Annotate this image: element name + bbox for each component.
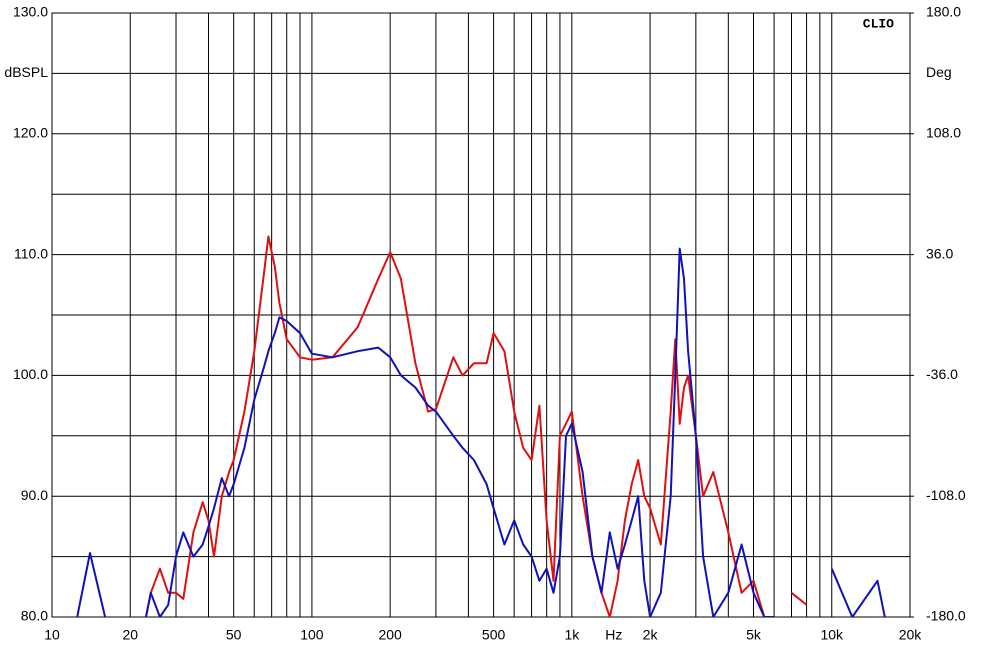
series-line (76, 247, 886, 617)
brand: CLIO (863, 16, 894, 31)
x-tick-label: 5k (746, 627, 762, 643)
y2-tick-label: 180.0 (926, 4, 961, 20)
y-tick-label: 110.0 (14, 245, 48, 261)
y-tick-label: 130.0 (13, 4, 48, 20)
y-axis-label: dBSPL (4, 64, 48, 80)
x-tick-label: 20k (899, 627, 923, 643)
y-tick-label: 80.0 (21, 608, 48, 624)
x-tick-label: 50 (226, 627, 242, 643)
x-tick-label: 2k (643, 627, 659, 643)
x-tick-label: 10 (44, 627, 60, 643)
y2-tick-label: -108.0 (926, 487, 966, 503)
x-tick-label: 20 (122, 627, 138, 643)
y-tick-label: 100.0 (13, 366, 48, 382)
y-tick-label: 120.0 (13, 125, 48, 141)
x-tick-label: 10k (820, 627, 844, 643)
y2-axis-label: Deg (926, 64, 952, 80)
y2-tick-label: -36.0 (926, 366, 958, 382)
y2-tick-label: 36.0 (926, 245, 953, 261)
y-tick-label: 90.0 (21, 487, 48, 503)
y2-tick-label: 108.0 (926, 125, 961, 141)
x-tick-label: 200 (378, 627, 402, 643)
x-axis-label: Hz (605, 627, 622, 643)
plot-area (76, 237, 886, 617)
y2-tick-label: -180.0 (926, 608, 966, 624)
x-tick-label: 1k (564, 627, 580, 643)
x-tick-label: 500 (482, 627, 506, 643)
x-tick-label: 100 (300, 627, 324, 643)
